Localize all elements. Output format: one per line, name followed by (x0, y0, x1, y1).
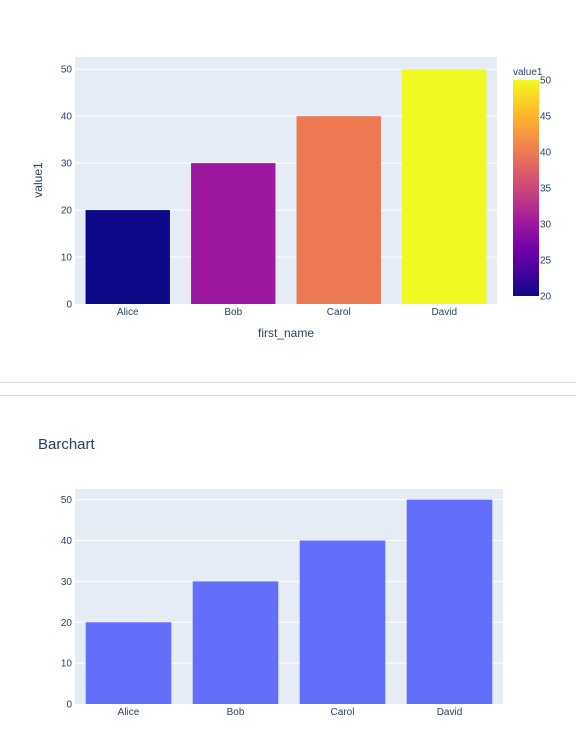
chart-1-bars (85, 69, 487, 304)
bar-carol[interactable] (296, 116, 381, 304)
bar-bob[interactable] (191, 163, 276, 304)
y-tick-label: 30 (61, 159, 73, 170)
y-tick-label: 50 (61, 495, 73, 506)
bar-alice[interactable] (85, 210, 170, 304)
bar-alice[interactable] (85, 622, 172, 704)
colorbar-tick-labels: 20 25 30 35 40 45 50 (540, 76, 552, 303)
chart-1-colorbar: value1 20 25 30 35 40 45 50 (513, 67, 552, 303)
x-tick-label: David (431, 307, 457, 318)
colorbar-tick-label: 40 (540, 148, 552, 159)
bar-david[interactable] (406, 499, 493, 704)
colorbar-tick-label: 35 (540, 184, 552, 195)
x-tick-label: Alice (118, 707, 140, 718)
colorbar-title: value1 (513, 67, 543, 78)
y-tick-label: 50 (61, 65, 73, 76)
colorbar-tick-label: 20 (540, 292, 552, 303)
chart-1-y-tick-labels: 0 10 20 30 40 50 (61, 65, 73, 311)
chart-2-x-tick-labels: Alice Bob Carol David (118, 707, 463, 718)
x-tick-label: David (437, 707, 463, 718)
bar-carol[interactable] (299, 540, 386, 704)
colorbar-gradient (513, 80, 539, 296)
chart-1-x-tick-labels: Alice Bob Carol David (117, 307, 457, 318)
y-tick-label: 10 (61, 253, 73, 264)
y-tick-label: 40 (61, 112, 73, 123)
x-tick-label: Bob (224, 307, 242, 318)
colorbar-tick-label: 30 (540, 220, 552, 231)
x-tick-label: Alice (117, 307, 139, 318)
chart-1: 0 10 20 30 40 50 Alice Bob Carol David first_nam… (31, 57, 552, 340)
y-tick-label: 40 (61, 536, 73, 547)
bar-bob[interactable] (192, 581, 279, 704)
chart-2-title: Barchart (38, 436, 96, 453)
colorbar-tick-label: 25 (540, 256, 552, 267)
chart-2-y-tick-labels: 0 10 20 30 40 50 (61, 495, 73, 710)
y-tick-label: 20 (61, 618, 73, 629)
colorbar-tick-label: 50 (540, 76, 552, 87)
x-tick-label: Carol (327, 307, 351, 318)
x-tick-label: Bob (227, 707, 245, 718)
x-tick-label: Carol (331, 707, 355, 718)
chart-2: Barchart 0 10 20 30 40 50 Alice Bob Carol David (38, 436, 503, 718)
y-tick-label: 0 (66, 300, 72, 311)
colorbar-tick-label: 45 (540, 112, 552, 123)
bar-david[interactable] (402, 69, 487, 304)
chart-1-x-axis-title: first_name (258, 326, 314, 340)
y-tick-label: 30 (61, 577, 73, 588)
chart-2-bars (85, 499, 493, 704)
y-tick-label: 20 (61, 206, 73, 217)
chart-1-y-axis-title: value1 (31, 162, 45, 198)
y-tick-label: 0 (66, 700, 72, 711)
y-tick-label: 10 (61, 659, 73, 670)
